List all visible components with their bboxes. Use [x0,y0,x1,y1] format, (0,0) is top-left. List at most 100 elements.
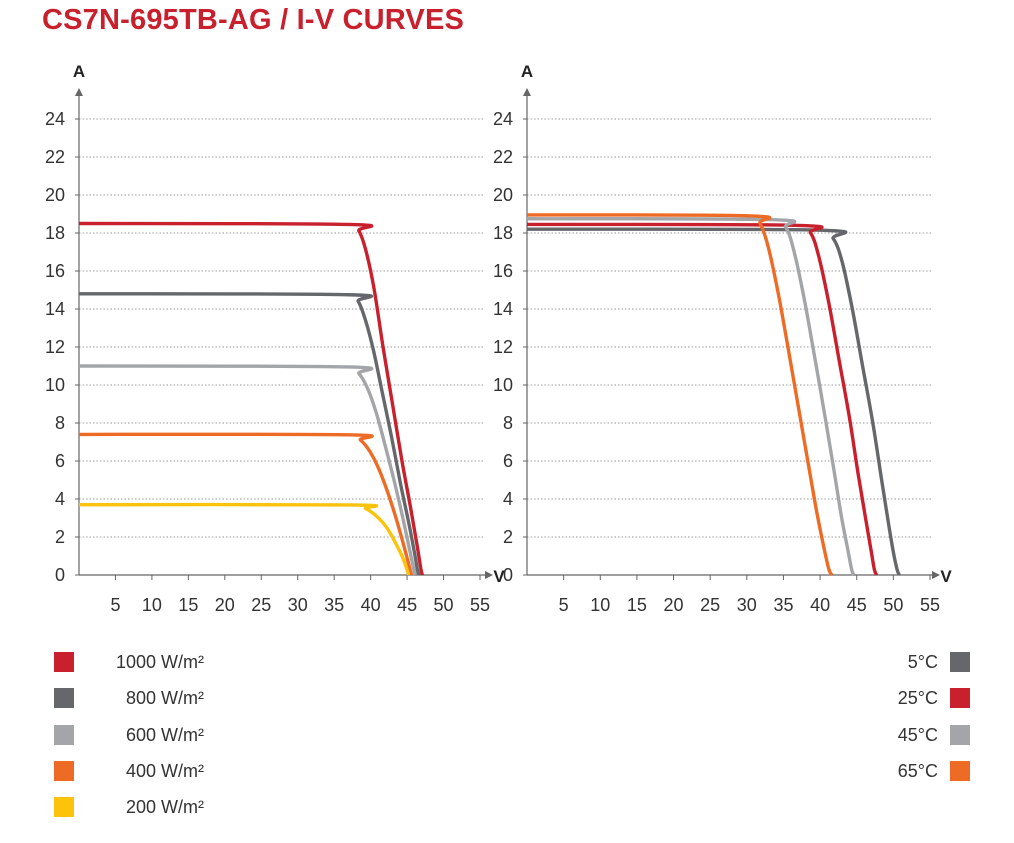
y-tick-label: 4 [503,489,513,509]
x-axis-unit-label: V [940,567,952,586]
y-tick-label: 22 [493,147,513,167]
x-tick-label: 5 [559,595,569,615]
y-tick-label: 14 [45,299,65,319]
y-tick-label: 12 [45,337,65,357]
legend-swatch-5c [950,652,970,672]
x-tick-label: 45 [397,595,417,615]
y-tick-label: 22 [45,147,65,167]
legend-label-400: 400 W/m² [126,761,204,782]
y-tick-label: 16 [45,261,65,281]
x-tick-label: 20 [664,595,684,615]
x-tick-label: 35 [324,595,344,615]
legend-label-25c: 25°C [897,687,938,708]
page-title: CS7N-695TB-AG / I-V CURVES [42,4,465,36]
y-tick-label: 6 [55,451,65,471]
y-tick-label: 6 [503,451,513,471]
legend-item-600: 600 W/m² [54,723,204,747]
legend-swatch-65c [950,761,970,781]
legend-label-400-text: 400 W/m² [126,760,205,781]
legend-swatch-1000 [54,652,74,672]
y-tick-label: 24 [493,109,513,129]
irradiance-series-line-0 [78,221,425,576]
x-tick-label: 15 [178,595,198,615]
legend-swatch-200 [54,797,74,817]
y-tick-label: 20 [493,185,513,205]
temperature-series-line-1 [526,222,879,576]
legend-item-25c: 25°C [898,686,970,710]
x-axis-unit-label: V [493,567,505,586]
x-tick-label: 25 [700,595,720,615]
y-axis-unit-label: A [73,62,85,81]
y-tick-label: 16 [493,261,513,281]
legend-label-800: 800 W/m² [126,688,204,709]
legend-item-45c: 45°C [898,723,970,747]
y-tick-label: 4 [55,489,65,509]
irradiance-series-line-2 [78,364,417,576]
legend-label-5c: 5°C [907,651,938,672]
y-axis-arrow [523,88,531,96]
temperature-series-line-2 [526,217,856,576]
x-tick-label: 10 [142,595,162,615]
legend-label-200-text: 200 W/m² [126,796,205,817]
x-axis-arrow [485,571,493,579]
y-tick-label: 8 [55,413,65,433]
temperature-series-line-0 [526,227,901,576]
y-tick-label: 8 [503,413,513,433]
x-tick-label: 15 [627,595,647,615]
legend-label-65c: 65°C [897,760,938,781]
y-tick-label: 14 [493,299,513,319]
y-tick-label: 24 [45,109,65,129]
x-tick-label: 35 [773,595,793,615]
legend-swatch-45c [950,725,970,745]
legend-swatch-400 [54,761,74,781]
y-tick-label: 18 [45,223,65,243]
y-tick-label: 18 [493,223,513,243]
y-tick-label: 0 [503,565,513,585]
legend-label-800-text: 800 W/m² [126,687,205,708]
irradiance-series-line-1 [78,292,421,576]
legend-swatch-25c [950,688,970,708]
y-tick-label: 12 [493,337,513,357]
y-tick-label: 2 [503,527,513,547]
x-tick-label: 25 [251,595,271,615]
irradiance-series-line-4 [78,502,411,576]
x-tick-label: 20 [215,595,235,615]
x-tick-label: 50 [434,595,454,615]
x-tick-label: 40 [361,595,381,615]
legend-label-600: 600 W/m² [126,725,204,746]
y-tick-label: 10 [45,375,65,395]
y-axis-unit-label: A [521,62,533,81]
y-tick-label: 10 [493,375,513,395]
legend-swatch-800 [54,688,74,708]
legend-swatch-600 [54,725,74,745]
x-tick-label: 10 [590,595,610,615]
x-tick-label: 40 [810,595,830,615]
x-tick-label: 55 [470,595,490,615]
y-tick-label: 0 [55,565,65,585]
x-axis-arrow [932,571,940,579]
legend-item-5c: 5°C [908,650,970,674]
legend-label-600-text: 600 W/m² [126,724,205,745]
x-tick-label: 5 [110,595,120,615]
legend-item-800: 800 W/m² [54,686,204,710]
x-tick-label: 45 [847,595,867,615]
legend-item-200: 200 W/m² [54,795,204,819]
legend-label-45c: 45°C [897,724,938,745]
legend-item-65c: 65°C [898,759,970,783]
legend-item-1000: 1000 W/m² [54,650,204,674]
y-tick-label: 2 [55,527,65,547]
x-tick-label: 50 [883,595,903,615]
legend-item-400: 400 W/m² [54,759,204,783]
x-tick-label: 55 [920,595,940,615]
legend-label-1000: 1000 W/m² [116,652,204,673]
x-tick-label: 30 [288,595,308,615]
y-axis-arrow [75,88,83,96]
legend-label-200: 200 W/m² [126,797,204,818]
irradiance-series-line-3 [78,432,414,576]
temperature-series-line-3 [526,213,834,576]
x-tick-label: 30 [737,595,757,615]
y-tick-label: 20 [45,185,65,205]
legend-label-1000-text: 1000 W/m² [116,651,205,672]
